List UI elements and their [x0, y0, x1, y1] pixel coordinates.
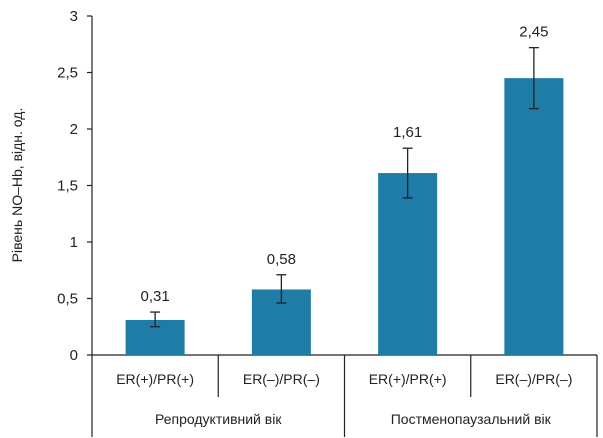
y-tick-label: 3: [70, 8, 78, 25]
bars: [125, 46, 564, 356]
category-label: ER(–)/PR(–): [495, 371, 572, 387]
data-label: 2,45: [519, 24, 548, 41]
y-tick-label: 1,5: [57, 178, 78, 195]
y-tick-label: 0,5: [57, 291, 78, 308]
category-label: ER(+)/PR(+): [116, 371, 194, 387]
y-tick-label: 2,5: [57, 65, 78, 82]
group-label: Постменопаузальний вік: [391, 411, 552, 427]
y-tick-label: 1: [70, 234, 78, 251]
data-label: 1,61: [393, 124, 422, 141]
category-label: ER(–)/PR(–): [243, 371, 320, 387]
data-label: 0,31: [141, 288, 170, 305]
y-tick-label: 0: [70, 347, 78, 364]
bar: [504, 78, 564, 356]
group-label: Репродуктивний вік: [155, 411, 282, 427]
y-axis-title: Рівень NO–Hb, відн. од.: [9, 108, 25, 263]
bar: [378, 173, 438, 355]
y-tick-label: 2: [70, 121, 78, 138]
data-label: 0,58: [267, 251, 296, 268]
labels: ER(+)/PR(+) ER(–)/PR(–) ER(+)/PR(+) ER(–)/P…: [116, 24, 572, 427]
category-label: ER(+)/PR(+): [369, 371, 447, 387]
